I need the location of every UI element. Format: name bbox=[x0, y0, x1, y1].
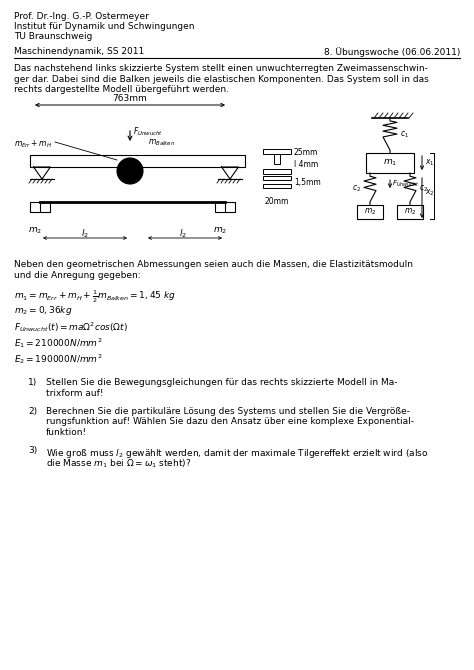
Text: $l_2$: $l_2$ bbox=[81, 228, 89, 240]
Text: Maschinendynamik, SS 2011: Maschinendynamik, SS 2011 bbox=[14, 47, 144, 56]
Text: $m_2$: $m_2$ bbox=[364, 207, 376, 217]
Text: I 4mm: I 4mm bbox=[294, 160, 318, 169]
Text: Neben den geometrischen Abmessungen seien auch die Massen, die Elastizitätsmodul: Neben den geometrischen Abmessungen seie… bbox=[14, 260, 413, 269]
Text: und die Anregung gegeben:: und die Anregung gegeben: bbox=[14, 271, 141, 279]
Text: 3): 3) bbox=[28, 446, 37, 456]
Bar bbox=[263, 184, 291, 188]
Text: $c_2$: $c_2$ bbox=[419, 184, 428, 194]
Text: $m_2$: $m_2$ bbox=[213, 225, 227, 235]
Text: $x_1$: $x_1$ bbox=[425, 157, 435, 168]
Text: 20mm: 20mm bbox=[265, 197, 289, 206]
Bar bbox=[215, 202, 235, 212]
Text: ger dar. Dabei sind die Balken jeweils die elastischen Komponenten. Das System s: ger dar. Dabei sind die Balken jeweils d… bbox=[14, 74, 429, 84]
Circle shape bbox=[117, 158, 143, 184]
Bar bbox=[263, 149, 291, 154]
Text: Berechnen Sie die partikuläre Lösung des Systems und stellen Sie die Vergröße-: Berechnen Sie die partikuläre Lösung des… bbox=[46, 407, 410, 416]
Text: Das nachstehend links skizzierte System stellt einen unwuchterregten Zweimassens: Das nachstehend links skizzierte System … bbox=[14, 64, 428, 73]
Bar bbox=[366, 153, 414, 173]
Bar bbox=[263, 176, 291, 180]
Text: $F_{Unwucht}$: $F_{Unwucht}$ bbox=[392, 179, 419, 189]
Text: $F_{Unwucht}(t) = ma\Omega^2cos(\Omega t)$: $F_{Unwucht}(t) = ma\Omega^2cos(\Omega t… bbox=[14, 320, 128, 334]
Text: $m_1$: $m_1$ bbox=[383, 157, 397, 168]
Text: $m_{Err}+m_H$: $m_{Err}+m_H$ bbox=[14, 138, 52, 149]
Text: $m_{Balken}$: $m_{Balken}$ bbox=[148, 138, 175, 149]
Text: $m_2$: $m_2$ bbox=[404, 207, 416, 217]
Text: $F_{Unwucht}$: $F_{Unwucht}$ bbox=[133, 126, 163, 139]
Bar bbox=[30, 155, 245, 167]
Text: die Masse $m_1$ bei $\Omega=\omega_1$ steht)?: die Masse $m_1$ bei $\Omega=\omega_1$ st… bbox=[46, 457, 191, 470]
Text: 1): 1) bbox=[28, 378, 37, 387]
Text: funktion!: funktion! bbox=[46, 428, 87, 437]
Bar bbox=[30, 202, 50, 212]
Text: $E_2 = 190000N/mm^2$: $E_2 = 190000N/mm^2$ bbox=[14, 352, 102, 366]
Bar bbox=[357, 205, 383, 219]
Bar bbox=[263, 169, 291, 174]
Text: rechts dargestellte Modell übergeführt werden.: rechts dargestellte Modell übergeführt w… bbox=[14, 85, 229, 94]
Text: TU Braunschweig: TU Braunschweig bbox=[14, 32, 92, 41]
Text: Wie groß muss $l_2$ gewählt werden, damit der maximale Tilgereffekt erzielt wird: Wie groß muss $l_2$ gewählt werden, dami… bbox=[46, 446, 428, 460]
Text: rungsfunktion auf! Wählen Sie dazu den Ansatz über eine komplexe Exponential-: rungsfunktion auf! Wählen Sie dazu den A… bbox=[46, 417, 414, 427]
Text: $m_1 = m_{Err} + m_H + \frac{1}{2}m_{Balken} = 1,45\ kg$: $m_1 = m_{Err} + m_H + \frac{1}{2}m_{Bal… bbox=[14, 288, 176, 305]
Text: 2): 2) bbox=[28, 407, 37, 416]
Text: $m_2$: $m_2$ bbox=[28, 225, 42, 235]
Text: trixform auf!: trixform auf! bbox=[46, 389, 103, 397]
Bar bbox=[274, 154, 280, 164]
Text: $E_1 = 210000N/mm^2$: $E_1 = 210000N/mm^2$ bbox=[14, 336, 102, 350]
Text: $c_2$: $c_2$ bbox=[352, 184, 361, 194]
Text: $x_2$: $x_2$ bbox=[425, 188, 435, 198]
Text: Institut für Dynamik und Schwingungen: Institut für Dynamik und Schwingungen bbox=[14, 22, 194, 31]
Text: 763mm: 763mm bbox=[113, 94, 147, 103]
Text: Prof. Dr.-Ing. G.-P. Ostermeyer: Prof. Dr.-Ing. G.-P. Ostermeyer bbox=[14, 12, 149, 21]
Text: 25mm: 25mm bbox=[294, 148, 319, 157]
Text: Stellen Sie die Bewegungsgleichungen für das rechts skizzierte Modell in Ma-: Stellen Sie die Bewegungsgleichungen für… bbox=[46, 378, 398, 387]
Text: 8. Übungswoche (06.06.2011): 8. Übungswoche (06.06.2011) bbox=[324, 47, 460, 57]
Text: 1,5mm: 1,5mm bbox=[294, 178, 321, 187]
Bar bbox=[397, 205, 423, 219]
Text: $l_2$: $l_2$ bbox=[179, 228, 187, 240]
Text: $c_1$: $c_1$ bbox=[400, 130, 409, 140]
Text: $m_2 = 0,36kg$: $m_2 = 0,36kg$ bbox=[14, 304, 73, 317]
